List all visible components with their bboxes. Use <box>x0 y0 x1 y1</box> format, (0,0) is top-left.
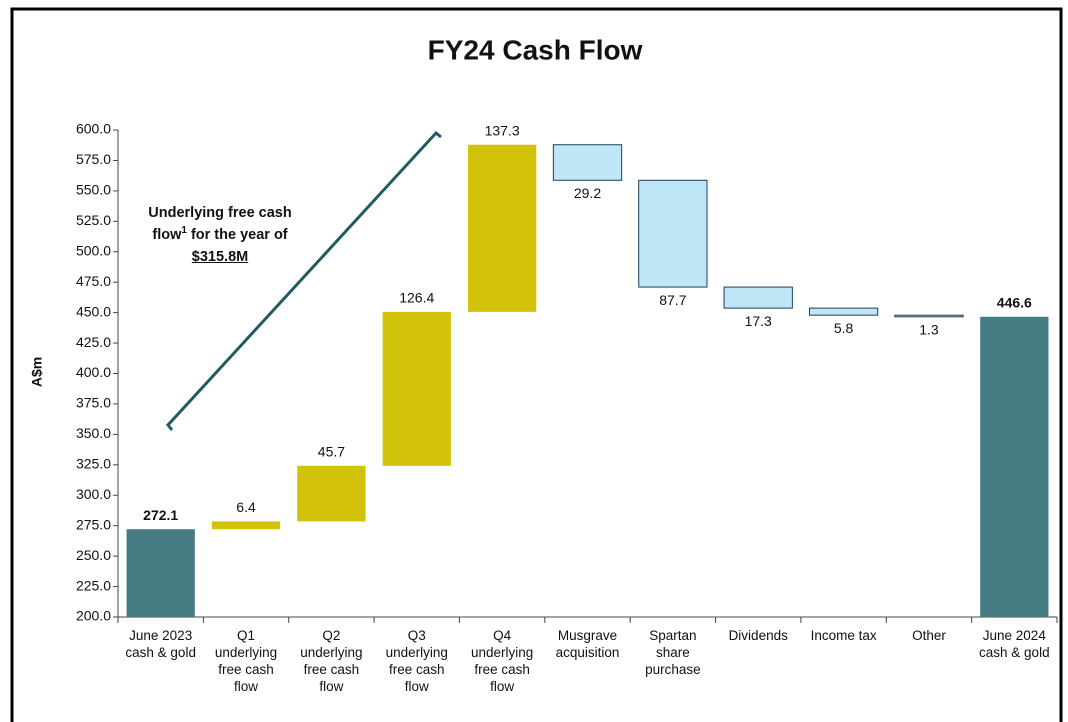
x-tick-label: Income tax <box>810 628 877 643</box>
value-label: 5.8 <box>834 320 854 336</box>
bar <box>382 311 451 466</box>
bar <box>723 286 793 309</box>
bar <box>211 521 281 530</box>
y-tick-label: 550.0 <box>76 182 111 198</box>
bar <box>980 316 1049 617</box>
annotation-amount: $315.8M <box>191 249 249 265</box>
value-label: 137.3 <box>485 122 520 138</box>
bracket-line <box>166 130 442 431</box>
annotation: Underlying free cash flow1 for the year … <box>135 202 305 268</box>
chart-title: FY24 Cash Flow <box>428 34 643 65</box>
x-tick-label: June 2023 cash & gold <box>125 628 196 660</box>
y-tick-label: 275.0 <box>76 516 111 532</box>
y-tick-label: 200.0 <box>76 608 111 624</box>
x-tick-label: Spartan share purchase <box>645 628 701 677</box>
x-tick-label: Other <box>912 628 946 643</box>
value-label: 126.4 <box>399 290 434 306</box>
value-label: 29.2 <box>574 185 601 201</box>
x-tick-label: Q1 underlying free cash flow <box>214 628 278 694</box>
x-tick-label: June 2024 cash & gold <box>979 628 1050 660</box>
bar <box>297 465 366 522</box>
bar <box>808 307 879 316</box>
bar <box>638 179 708 288</box>
x-tick-label: Q3 underlying free cash flow <box>385 628 448 694</box>
y-tick-label: 525.0 <box>76 212 111 228</box>
y-tick-label: 375.0 <box>76 395 111 411</box>
value-label: 17.3 <box>745 313 772 329</box>
y-tick-label: 250.0 <box>76 547 111 563</box>
x-tick-label: Dividends <box>728 628 788 643</box>
value-label: 1.3 <box>919 321 939 337</box>
y-tick-label: 575.0 <box>76 151 111 167</box>
value-label: 45.7 <box>318 443 345 459</box>
y-tick-label: 450.0 <box>76 303 111 319</box>
y-tick-label: 600.0 <box>76 121 111 137</box>
y-tick-label: 325.0 <box>76 456 111 472</box>
y-axis-label: A$m <box>29 357 45 387</box>
annotation-sup: 1 <box>181 225 187 237</box>
annotation-text: for the year of <box>186 227 288 243</box>
y-tick-label: 350.0 <box>76 425 111 441</box>
y-tick-label: 225.0 <box>76 577 111 593</box>
y-tick-label: 300.0 <box>76 486 111 502</box>
value-label: 272.1 <box>143 507 178 523</box>
bar <box>126 529 195 617</box>
y-tick-label: 400.0 <box>76 364 111 380</box>
value-label: 6.4 <box>236 499 256 515</box>
value-label: 87.7 <box>659 292 686 308</box>
bar <box>467 144 537 312</box>
y-tick-label: 425.0 <box>76 334 111 350</box>
y-tick-label: 475.0 <box>76 273 111 289</box>
y-tick-label: 500.0 <box>76 242 111 258</box>
bar <box>552 144 623 181</box>
bar <box>894 314 964 318</box>
x-tick-label: Musgrave acquisition <box>555 628 620 660</box>
value-label: 446.6 <box>997 294 1032 310</box>
annotation-text: Underlying free cash flow <box>148 205 292 243</box>
x-tick-label: Q4 underlying free cash flow <box>470 628 534 694</box>
x-tick-label: Q2 underlying free cash flow <box>300 628 363 694</box>
